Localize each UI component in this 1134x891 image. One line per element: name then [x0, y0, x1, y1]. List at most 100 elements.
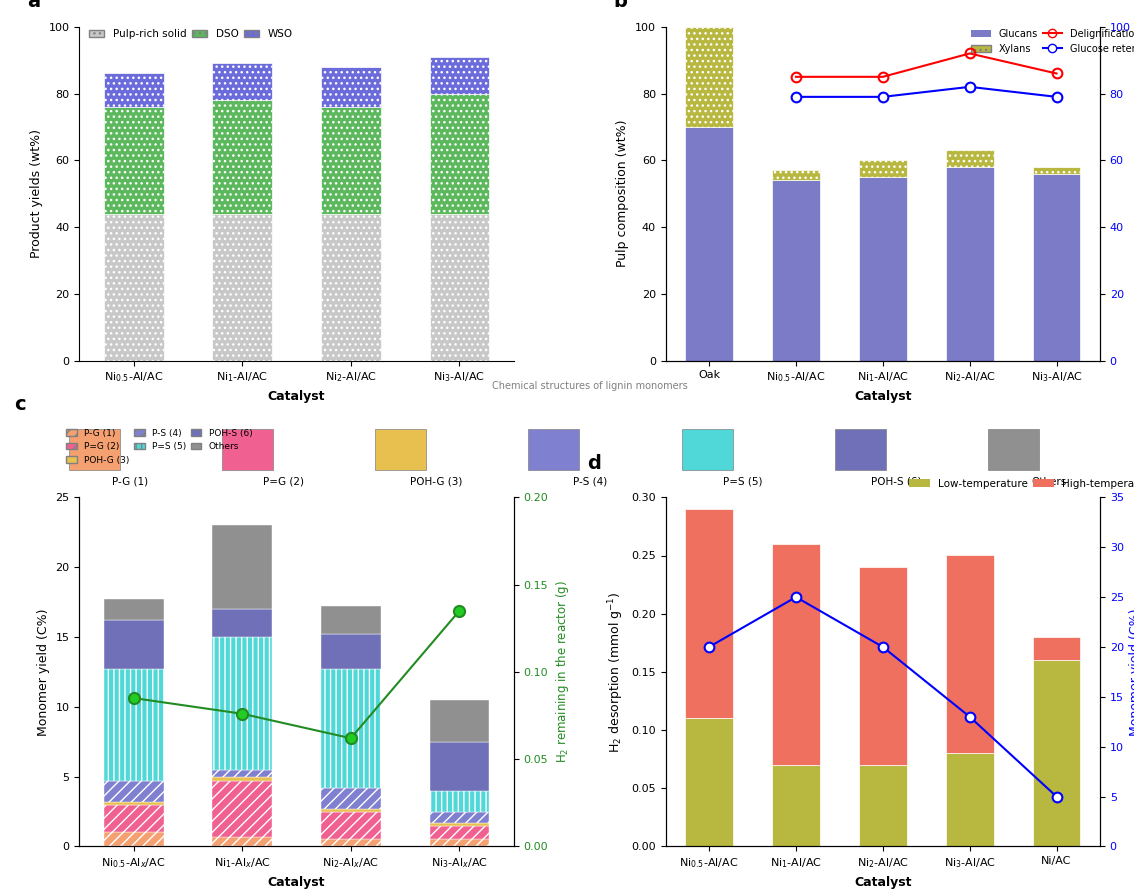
Bar [430, 825, 489, 839]
Bar [212, 214, 272, 361]
Bar [321, 812, 381, 839]
Bar [104, 669, 163, 781]
Y-axis label: H$_2$ desorption (mmol g$^{-1}$): H$_2$ desorption (mmol g$^{-1}$) [606, 591, 626, 753]
Bar [212, 609, 272, 637]
Bar [685, 27, 733, 127]
Bar [104, 832, 163, 846]
Bar [104, 802, 163, 805]
Bar [430, 57, 489, 94]
Bar [1033, 167, 1081, 174]
Text: P-G (1): P-G (1) [112, 477, 149, 486]
Bar [1033, 174, 1081, 361]
Y-axis label: Product yields (wt%): Product yields (wt%) [31, 129, 43, 258]
Bar [430, 839, 489, 846]
Text: d: d [587, 454, 601, 473]
Legend: Low-temperature, High-temperature: Low-temperature, High-temperature [905, 475, 1134, 493]
Bar [104, 781, 163, 802]
Bar [858, 765, 907, 846]
Bar [430, 699, 489, 741]
X-axis label: Catalyst: Catalyst [268, 389, 325, 403]
Bar [212, 525, 272, 609]
Text: POH-S (6): POH-S (6) [871, 477, 921, 486]
Legend: Glucans, Xylans, Delignification, Glucose retention: Glucans, Xylans, Delignification, Glucos… [967, 25, 1134, 58]
Legend: Pulp-rich solid, DSO, WSO: Pulp-rich solid, DSO, WSO [85, 25, 297, 44]
Bar [430, 214, 489, 361]
Glucose retention [963, 81, 976, 92]
Text: a: a [27, 0, 41, 11]
Bar [321, 606, 381, 634]
X-axis label: Catalyst: Catalyst [854, 876, 912, 888]
Bar [946, 754, 993, 846]
Bar [430, 822, 489, 825]
FancyBboxPatch shape [222, 429, 273, 470]
Bar [104, 107, 163, 214]
Bar [212, 781, 272, 837]
FancyBboxPatch shape [69, 429, 120, 470]
Line: Delignification: Delignification [792, 49, 1061, 82]
Text: Others: Others [1031, 477, 1067, 486]
FancyBboxPatch shape [988, 429, 1039, 470]
Glucose retention [789, 92, 803, 102]
Bar [858, 568, 907, 765]
Bar [1033, 660, 1081, 846]
Delignification [877, 71, 890, 82]
Y-axis label: Monomer yield (C%): Monomer yield (C%) [37, 609, 50, 736]
Bar [212, 777, 272, 781]
Bar [685, 718, 733, 846]
Bar [104, 214, 163, 361]
Y-axis label: Monomer yield (C%): Monomer yield (C%) [1129, 609, 1134, 736]
Delignification [963, 48, 976, 59]
Glucose retention [877, 92, 890, 102]
Bar [946, 151, 993, 167]
Bar [1033, 637, 1081, 660]
Bar [212, 100, 272, 214]
Y-axis label: H$_2$ remaining in the reactor (g): H$_2$ remaining in the reactor (g) [553, 580, 570, 764]
Bar [772, 170, 820, 180]
X-axis label: Catalyst: Catalyst [854, 389, 912, 403]
Y-axis label: Pulp composition (wt%): Pulp composition (wt%) [617, 120, 629, 267]
Bar [772, 180, 820, 361]
Bar [212, 63, 272, 100]
Bar [321, 67, 381, 107]
Bar [212, 837, 272, 846]
FancyBboxPatch shape [835, 429, 886, 470]
Bar [321, 788, 381, 809]
Delignification [1050, 68, 1064, 78]
Bar [946, 555, 993, 754]
Bar [430, 812, 489, 822]
Bar [212, 637, 272, 770]
Bar [430, 741, 489, 790]
FancyBboxPatch shape [375, 429, 426, 470]
X-axis label: Catalyst: Catalyst [268, 876, 325, 888]
FancyBboxPatch shape [528, 429, 579, 470]
Bar [430, 790, 489, 812]
Bar [104, 620, 163, 669]
Bar [772, 544, 820, 765]
Bar [321, 669, 381, 788]
Bar [946, 167, 993, 361]
Bar [104, 73, 163, 107]
Bar [858, 160, 907, 177]
Text: Chemical structures of lignin monomers: Chemical structures of lignin monomers [492, 381, 687, 391]
Text: P-S (4): P-S (4) [573, 477, 607, 486]
Bar [858, 177, 907, 361]
Text: POH-G (3): POH-G (3) [411, 477, 463, 486]
Text: b: b [613, 0, 627, 11]
Bar [321, 809, 381, 812]
Bar [104, 805, 163, 832]
Delignification [789, 71, 803, 82]
Text: c: c [15, 395, 26, 414]
Bar [321, 634, 381, 669]
Bar [685, 127, 733, 361]
Text: P=G (2): P=G (2) [263, 477, 304, 486]
Text: P=S (5): P=S (5) [723, 477, 762, 486]
Glucose retention [1050, 92, 1064, 102]
Bar [321, 214, 381, 361]
FancyBboxPatch shape [682, 429, 733, 470]
Bar [321, 107, 381, 214]
Bar [104, 600, 163, 620]
Bar [430, 94, 489, 214]
Bar [212, 770, 272, 777]
Bar [685, 509, 733, 718]
Line: Glucose retention: Glucose retention [792, 82, 1061, 102]
